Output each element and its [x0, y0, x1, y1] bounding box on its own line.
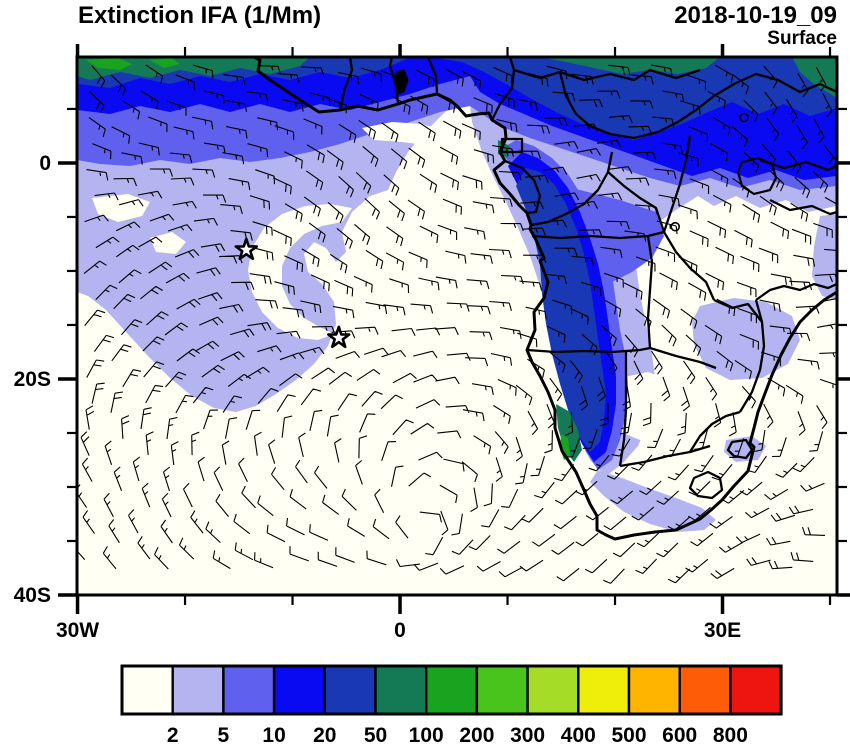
- colorbar-cell: [627, 664, 681, 716]
- contour-region-ivory-comma: [248, 204, 352, 340]
- figure-level-label: Surface: [767, 28, 837, 49]
- contour-region-navy-coastal-plume: [516, 168, 606, 452]
- colorbar-label: 5: [218, 724, 230, 747]
- country-border: [713, 298, 763, 323]
- colorbar-cell: [678, 664, 732, 716]
- contour-region-lavender-sa-plume: [590, 470, 716, 532]
- markers: [234, 112, 749, 349]
- contour-region-ivory-patch-1: [92, 194, 150, 222]
- colorbar-label: 10: [262, 724, 285, 747]
- star-marker: [234, 237, 259, 261]
- colorbar-outline: [120, 664, 783, 716]
- figure-datetime: 2018-10-19_09: [674, 2, 837, 29]
- x-tick-label: 30E: [704, 619, 741, 642]
- country-border: [662, 135, 692, 233]
- country-border: [759, 158, 836, 172]
- colorbar-cell: [475, 664, 529, 716]
- y-tick-label: 40S: [14, 584, 51, 607]
- figure-title: Extinction IFA (1/Mm): [78, 2, 322, 29]
- colorbar-label: 300: [510, 724, 545, 747]
- country-border: [688, 470, 724, 500]
- country-border: [663, 231, 716, 301]
- country-border: [427, 58, 439, 95]
- circle-marker: [670, 221, 681, 232]
- country-border: [769, 198, 836, 216]
- colorbar-cell: [374, 664, 428, 716]
- country-border: [689, 410, 741, 453]
- star-marker: [327, 325, 351, 349]
- country-border: [490, 58, 516, 121]
- contour-region-ivory-guinea-streak: [362, 122, 468, 152]
- country-border: [338, 58, 354, 111]
- y-tick-label: 0: [39, 152, 51, 175]
- geography: [253, 58, 836, 541]
- contour-region-ivory-patch-2: [150, 232, 186, 254]
- colorbar-label: 400: [561, 724, 596, 747]
- country-border: [558, 71, 836, 140]
- coastline: [253, 58, 836, 541]
- colorbar-label: 600: [662, 724, 697, 747]
- country-border: [755, 282, 836, 301]
- contour-region-teal-top-mid: [547, 58, 719, 74]
- colorbar-label: 2: [167, 724, 179, 747]
- lake-outline: [736, 156, 778, 196]
- country-border: [504, 159, 542, 215]
- colorbar-label: 20: [313, 724, 336, 747]
- country-border: [531, 230, 665, 240]
- lake-filled: [393, 69, 409, 95]
- colorbar-label: 100: [409, 724, 444, 747]
- country-border: [526, 346, 717, 370]
- x-tick-label: 30W: [56, 619, 99, 642]
- colorbar-label: 50: [364, 724, 387, 747]
- wind-barb-field: [78, 64, 836, 584]
- colorbar-cell: [526, 664, 580, 716]
- contour-region-teal-namibia: [556, 404, 582, 462]
- contour-region-navy-top-east: [439, 58, 836, 140]
- axes: 30W 0 30E 0 20S 40S: [14, 44, 850, 642]
- colorbar-label: 800: [713, 724, 748, 747]
- colorbar-cell: [272, 664, 327, 716]
- contour-region-teal-top-west: [78, 58, 309, 80]
- x-tick-label: 0: [394, 619, 406, 642]
- country-border: [607, 171, 666, 233]
- map-fills: [78, 58, 836, 594]
- colorbar-cell: [577, 664, 631, 716]
- country-border: [618, 352, 628, 467]
- colorbar-label: 500: [611, 724, 646, 747]
- country-border: [726, 438, 754, 460]
- colorbar-cell: [222, 664, 276, 716]
- colorbar-cell: [120, 664, 174, 716]
- country-border: [513, 68, 701, 82]
- contour-region-green-top-left-1: [86, 58, 132, 70]
- y-tick-label: 20S: [14, 368, 51, 391]
- wind-barbs: [78, 64, 836, 584]
- colorbar-cell: [425, 664, 479, 716]
- colorbar-label: 200: [459, 724, 494, 747]
- contour-region-lavender-zimbabwe: [692, 298, 800, 380]
- colorbar-cell: [729, 664, 783, 716]
- contour-region-green-top-left-2: [150, 58, 180, 68]
- contour-region-lavender-right-edge: [812, 214, 836, 300]
- colorbar: 2 5 10 20 50 100 200 300 400 500 600 800: [120, 664, 783, 747]
- colorbar-cell: [171, 664, 225, 716]
- circle-marker: [739, 112, 749, 123]
- colorbar-cell: [323, 664, 377, 716]
